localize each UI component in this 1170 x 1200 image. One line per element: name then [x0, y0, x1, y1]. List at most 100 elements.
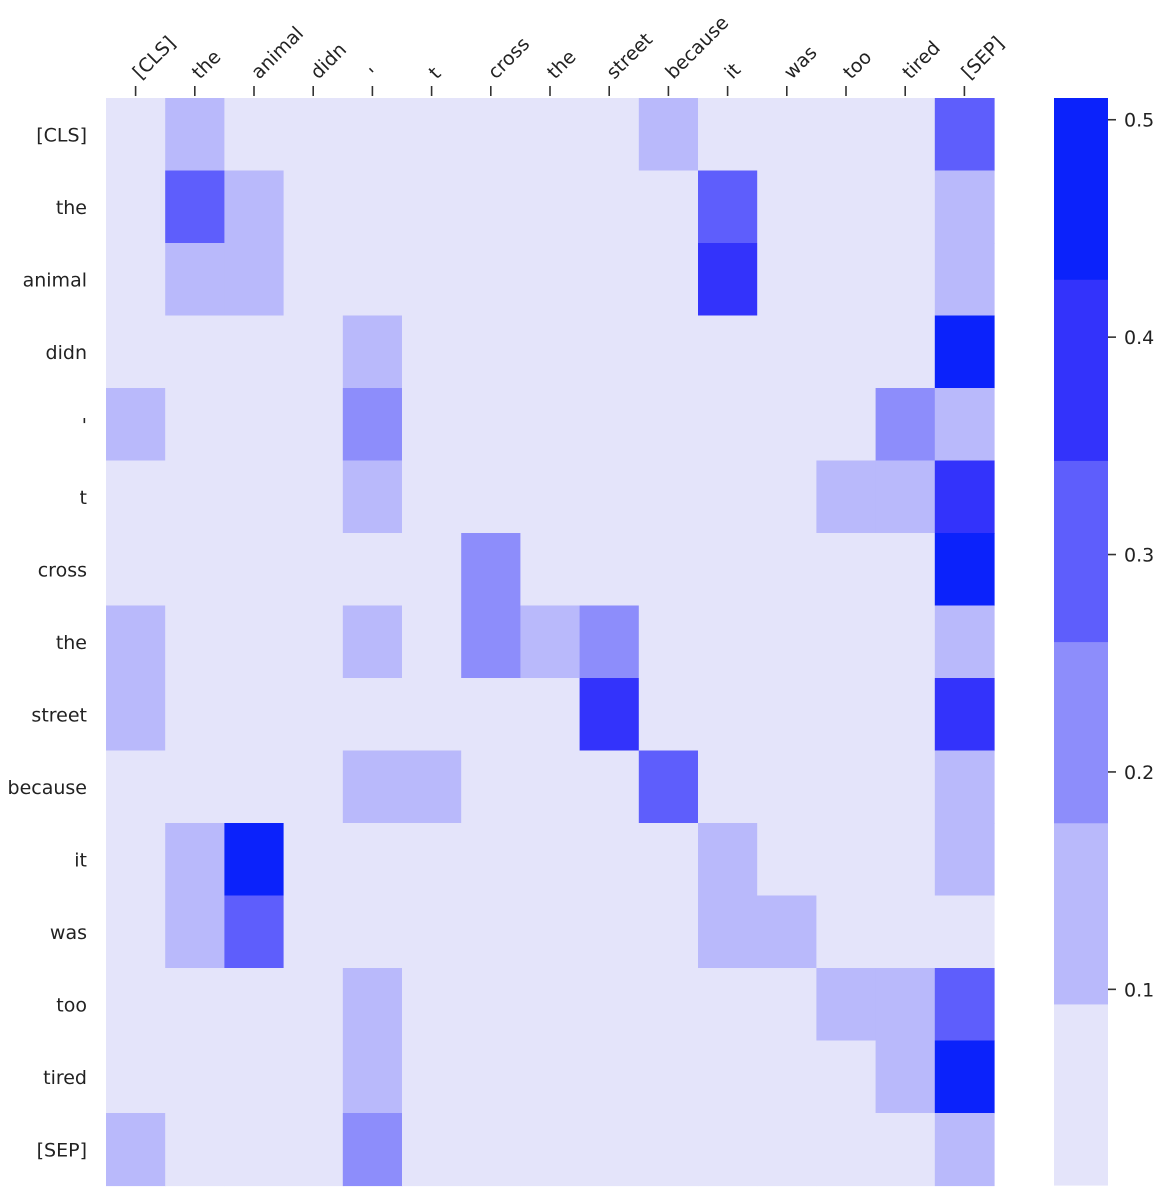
- heatmap-cell-r3-c1: [165, 315, 225, 389]
- heatmap-cell-r14-c11: [757, 1113, 817, 1187]
- heatmap-cell-r5-c1: [165, 460, 225, 534]
- y-tick-label: didn: [46, 342, 87, 364]
- heatmap-cell-r13-c10: [698, 1040, 758, 1114]
- heatmap-cell-r10-c7: [520, 823, 581, 897]
- heatmap-cell-r5-c10: [698, 460, 758, 534]
- heatmap-cell-r7-c1: [165, 605, 225, 679]
- y-tick-label: ': [82, 414, 87, 436]
- heatmap-cell-r6-c5: [402, 533, 462, 607]
- heatmap-cell-r0-c0: [106, 98, 166, 172]
- heatmap-cell-r11-c2: [224, 895, 285, 969]
- heatmap-cell-r14-c1: [165, 1113, 225, 1187]
- heatmap-cell-r3-c14: [934, 315, 995, 389]
- heatmap-cell-r12-c7: [520, 968, 581, 1042]
- heatmap-cell-r5-c13: [875, 460, 936, 534]
- heatmap-cell-r11-c4: [342, 895, 403, 969]
- heatmap-cell-r0-c11: [757, 98, 817, 172]
- heatmap-cell-r10-c1: [165, 823, 225, 897]
- heatmap-cell-r4-c4: [342, 388, 403, 462]
- heatmap-cell-r4-c12: [816, 388, 877, 462]
- heatmap-cell-r6-c3: [283, 533, 344, 607]
- heatmap-cell-r10-c5: [402, 823, 462, 897]
- heatmap-cell-r4-c8: [579, 388, 640, 462]
- heatmap-cell-r8-c10: [698, 678, 758, 752]
- heatmap-cell-r11-c6: [461, 895, 521, 969]
- heatmap-cell-r12-c10: [698, 968, 758, 1042]
- heatmap-cell-r13-c11: [757, 1040, 817, 1114]
- heatmap-cell-r14-c13: [875, 1113, 936, 1187]
- heatmap-cell-r7-c12: [816, 605, 877, 679]
- heatmap-cell-r9-c13: [875, 750, 936, 824]
- x-tick-label: the: [543, 46, 581, 84]
- heatmap-cell-r9-c1: [165, 750, 225, 824]
- y-tick-label: the: [56, 632, 87, 654]
- heatmap-cell-r1-c5: [402, 170, 462, 244]
- heatmap-cell-r1-c12: [816, 170, 877, 244]
- heatmap-cell-r5-c12: [816, 460, 877, 534]
- heatmap-cell-r10-c4: [342, 823, 403, 897]
- heatmap-cell-r1-c3: [283, 170, 344, 244]
- x-tick-label: ': [365, 64, 384, 83]
- heatmap-cell-r12-c13: [875, 968, 936, 1042]
- heatmap-cell-r4-c1: [165, 388, 225, 462]
- heatmap-cell-r8-c8: [579, 678, 640, 752]
- y-tick-label: [CLS]: [36, 124, 87, 146]
- heatmap-cell-r13-c12: [816, 1040, 877, 1114]
- heatmap-cell-r13-c2: [224, 1040, 285, 1114]
- x-tick-label: tired: [898, 37, 945, 84]
- heatmap-cell-r10-c10: [698, 823, 758, 897]
- heatmap-cell-r3-c12: [816, 315, 877, 389]
- heatmap-cell-r12-c3: [283, 968, 344, 1042]
- heatmap-cell-r2-c11: [757, 243, 817, 317]
- heatmap-cell-r1-c6: [461, 170, 521, 244]
- heatmap-cell-r13-c5: [402, 1040, 462, 1114]
- heatmap-cell-r0-c10: [698, 98, 758, 172]
- heatmap-cell-r0-c5: [402, 98, 462, 172]
- heatmap-cell-r14-c7: [520, 1113, 581, 1187]
- heatmap-cell-r8-c13: [875, 678, 936, 752]
- heatmap-cell-r6-c8: [579, 533, 640, 607]
- heatmap-cell-r2-c8: [579, 243, 640, 317]
- heatmap-cell-r11-c11: [757, 895, 817, 969]
- heatmap-cell-r0-c9: [638, 98, 699, 172]
- x-tick-label: too: [839, 46, 876, 83]
- colorbar-level-2: [1054, 641, 1108, 824]
- heatmap-cell-r0-c13: [875, 98, 936, 172]
- heatmap-cell-r12-c12: [816, 968, 877, 1042]
- heatmap-cell-r5-c4: [342, 460, 403, 534]
- heatmap-cell-r9-c12: [816, 750, 877, 824]
- heatmap-cell-r13-c1: [165, 1040, 225, 1114]
- heatmap-cell-r8-c5: [402, 678, 462, 752]
- heatmap-cell-r6-c14: [934, 533, 995, 607]
- heatmap-cell-r7-c14: [934, 605, 995, 679]
- heatmap-cell-r14-c3: [283, 1113, 344, 1187]
- heatmap-cell-r7-c0: [106, 605, 166, 679]
- heatmap-cell-r13-c14: [934, 1040, 995, 1114]
- heatmap-cell-r13-c4: [342, 1040, 403, 1114]
- y-tick-label: the: [56, 197, 87, 219]
- heatmap-cell-r13-c6: [461, 1040, 521, 1114]
- y-tick-label: too: [56, 994, 87, 1016]
- heatmap-cell-r9-c7: [520, 750, 581, 824]
- heatmap-cell-r0-c2: [224, 98, 285, 172]
- heatmap-cell-r10-c11: [757, 823, 817, 897]
- heatmap-cell-r2-c4: [342, 243, 403, 317]
- x-tick-label: animal: [247, 22, 308, 83]
- heatmap-cell-r2-c1: [165, 243, 225, 317]
- x-tick-label: because: [661, 12, 733, 84]
- heatmap-cell-r12-c4: [342, 968, 403, 1042]
- heatmap-cell-r9-c4: [342, 750, 403, 824]
- heatmap-cell-r0-c12: [816, 98, 877, 172]
- heatmap-cell-r9-c10: [698, 750, 758, 824]
- heatmap-cell-r4-c10: [698, 388, 758, 462]
- heatmap-cell-r4-c2: [224, 388, 285, 462]
- heatmap-cell-r5-c0: [106, 460, 166, 534]
- heatmap-cell-r11-c14: [934, 895, 995, 969]
- heatmap-cell-r8-c6: [461, 678, 521, 752]
- heatmap-cell-r2-c0: [106, 243, 166, 317]
- heatmap-cell-r3-c13: [875, 315, 936, 389]
- colorbar-level-3: [1054, 460, 1108, 643]
- y-tick-label: it: [74, 849, 87, 871]
- heatmap-cell-r4-c7: [520, 388, 581, 462]
- heatmap-cell-r5-c9: [638, 460, 699, 534]
